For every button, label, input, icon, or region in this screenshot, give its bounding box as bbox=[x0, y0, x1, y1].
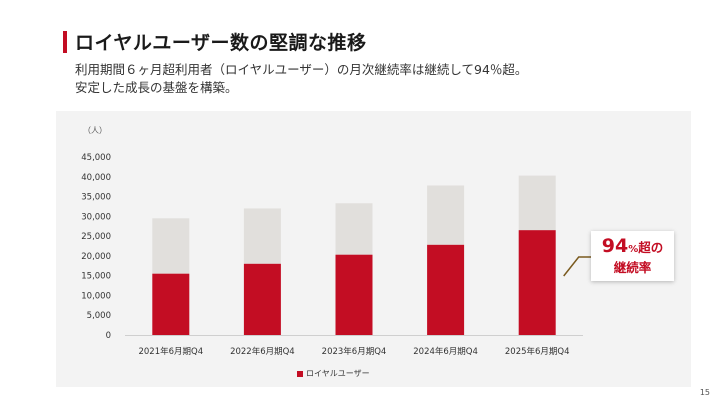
page-number: 15 bbox=[699, 388, 710, 397]
callout-percent: % bbox=[628, 244, 639, 255]
bar-loyal-users bbox=[243, 263, 281, 335]
callout-label: 継続率 bbox=[613, 260, 652, 275]
bar-loyal-users bbox=[152, 273, 190, 335]
x-tick-label: 2025年6月期Q4 bbox=[505, 346, 570, 357]
x-tick-label: 2023年6月期Q4 bbox=[322, 346, 387, 357]
y-tick-label: 25,000 bbox=[81, 232, 111, 242]
bar-loyal-users bbox=[335, 254, 373, 335]
y-tick-label: 30,000 bbox=[81, 212, 111, 222]
bar-loyal-users bbox=[427, 244, 465, 335]
y-tick-label: 40,000 bbox=[81, 173, 111, 183]
bar-total-users bbox=[335, 203, 373, 255]
bar-total-users bbox=[518, 175, 556, 231]
y-tick-label: 35,000 bbox=[81, 193, 111, 203]
subtitle-line-1: 利用期間６ヶ月超利用者（ロイヤルユーザー）の月次継続率は継続して94％超。 bbox=[75, 62, 528, 77]
y-tick-label: 20,000 bbox=[81, 252, 111, 262]
chart-legend: ロイヤルユーザー bbox=[297, 368, 370, 379]
x-tick-label: 2024年6月期Q4 bbox=[413, 346, 478, 357]
y-tick-label: 10,000 bbox=[81, 291, 111, 301]
y-tick-label: 15,000 bbox=[81, 272, 111, 282]
y-tick-label: 45,000 bbox=[81, 153, 111, 163]
legend-label-loyal-users: ロイヤルユーザー bbox=[306, 369, 370, 378]
x-tick-label: 2021年6月期Q4 bbox=[138, 346, 203, 357]
y-tick-label: 0 bbox=[106, 331, 111, 341]
legend-swatch-loyal-users bbox=[297, 370, 303, 377]
bar-total-users bbox=[243, 208, 281, 264]
bar-total-users bbox=[427, 185, 465, 245]
callout-tail: 超の bbox=[638, 240, 664, 255]
y-axis-unit-label: （人） bbox=[83, 126, 107, 135]
y-tick-label: 5,000 bbox=[87, 311, 111, 321]
subtitle-line-2: 安定した成長の基盤を構築。 bbox=[75, 80, 238, 95]
bar-loyal-users bbox=[518, 230, 556, 335]
retention-callout: 94%超の 継続率 bbox=[591, 231, 674, 281]
callout-connector-line bbox=[563, 256, 594, 277]
loyal-user-bar-chart: （人） 0 5,000 10,000 15,000 20,000 25,000 30,000 3… bbox=[81, 126, 594, 357]
title-accent-bar bbox=[63, 31, 67, 53]
bar-total-users bbox=[152, 218, 190, 274]
x-tick-label: 2022年6月期Q4 bbox=[230, 346, 295, 357]
page-title: ロイヤルユーザー数の堅調な推移 bbox=[75, 32, 367, 54]
callout-headline: 94%超の bbox=[591, 236, 674, 260]
callout-number: 94 bbox=[601, 235, 629, 257]
page-subtitle: 利用期間６ヶ月超利用者（ロイヤルユーザー）の月次継続率は継続して94％超。 安定… bbox=[75, 61, 527, 97]
